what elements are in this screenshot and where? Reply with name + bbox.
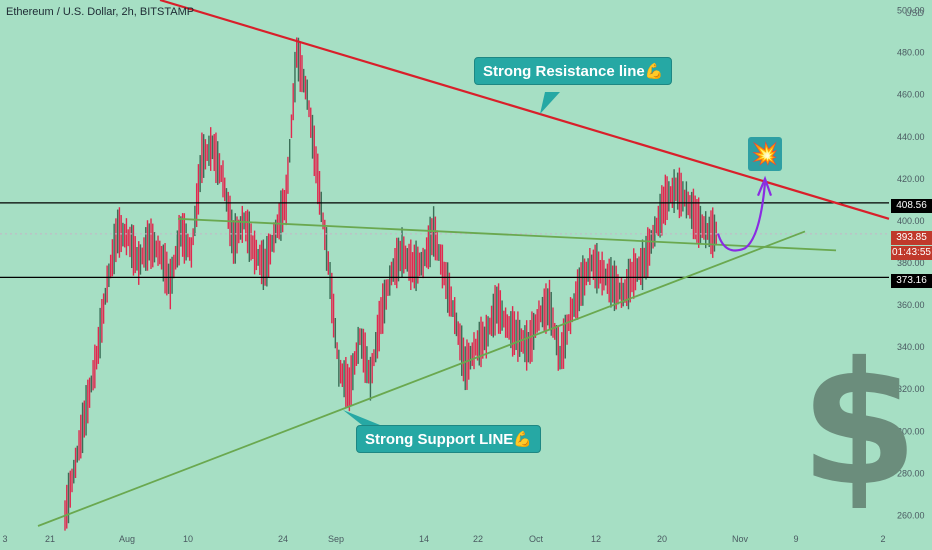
support-callout-pointer [343, 410, 380, 425]
price-tag-countdown: 01:43:55 [891, 246, 932, 260]
y-tick-label: 320.00 [897, 384, 925, 394]
price-tag-current: 393.85 [891, 231, 932, 245]
x-tick-label: 24 [278, 534, 288, 544]
explosion-icon: 💥 [748, 137, 782, 171]
y-tick-label: 300.00 [897, 426, 925, 436]
x-tick-label: 21 [45, 534, 55, 544]
price-tag-resistance: 408.56 [891, 199, 932, 213]
x-tick-label: 22 [473, 534, 483, 544]
y-tick-label: 500.00 [897, 6, 925, 16]
x-tick-label: 9 [793, 534, 798, 544]
mid-trendline [177, 217, 837, 252]
resistance-callout[interactable]: Strong Resistance line💪 [474, 57, 673, 85]
y-tick-label: 460.00 [897, 90, 925, 100]
y-tick-label: 480.00 [897, 48, 925, 58]
support-trendline [37, 230, 806, 527]
chart-title: Ethereum / U.S. Dollar, 2h, BITSTAMP [6, 6, 195, 18]
x-tick-label: 20 [657, 534, 667, 544]
x-tick-label: Nov [732, 534, 749, 544]
x-tick-label: 14 [419, 534, 429, 544]
resistance-callout-pointer [540, 92, 560, 114]
x-tick-label: 10 [183, 534, 193, 544]
y-tick-label: 280.00 [897, 468, 925, 478]
y-tick-label: 380.00 [897, 258, 925, 268]
y-tick-label: 260.00 [897, 510, 925, 520]
y-tick-label: 360.00 [897, 300, 925, 310]
dollar-icon: $ [800, 326, 919, 524]
price-tag-support: 373.16 [891, 274, 932, 288]
currency-label: USD [905, 8, 925, 18]
y-tick-label: 420.00 [897, 174, 925, 184]
x-tick-label: Oct [529, 534, 544, 544]
y-tick-label: 340.00 [897, 342, 925, 352]
resistance-trendline [159, 0, 890, 220]
support-callout[interactable]: Strong Support LINE💪 [356, 425, 541, 453]
forecast-arrowhead [756, 175, 773, 197]
y-tick-label: 440.00 [897, 132, 925, 142]
x-tick-label: 2 [880, 534, 885, 544]
forecast-arrow [716, 182, 767, 252]
y-tick-label: 400.00 [897, 216, 925, 226]
x-tick-label: 12 [591, 534, 601, 544]
x-tick-label: 3 [2, 534, 7, 544]
x-tick-label: Sep [328, 534, 344, 544]
x-tick-label: Aug [119, 534, 135, 544]
